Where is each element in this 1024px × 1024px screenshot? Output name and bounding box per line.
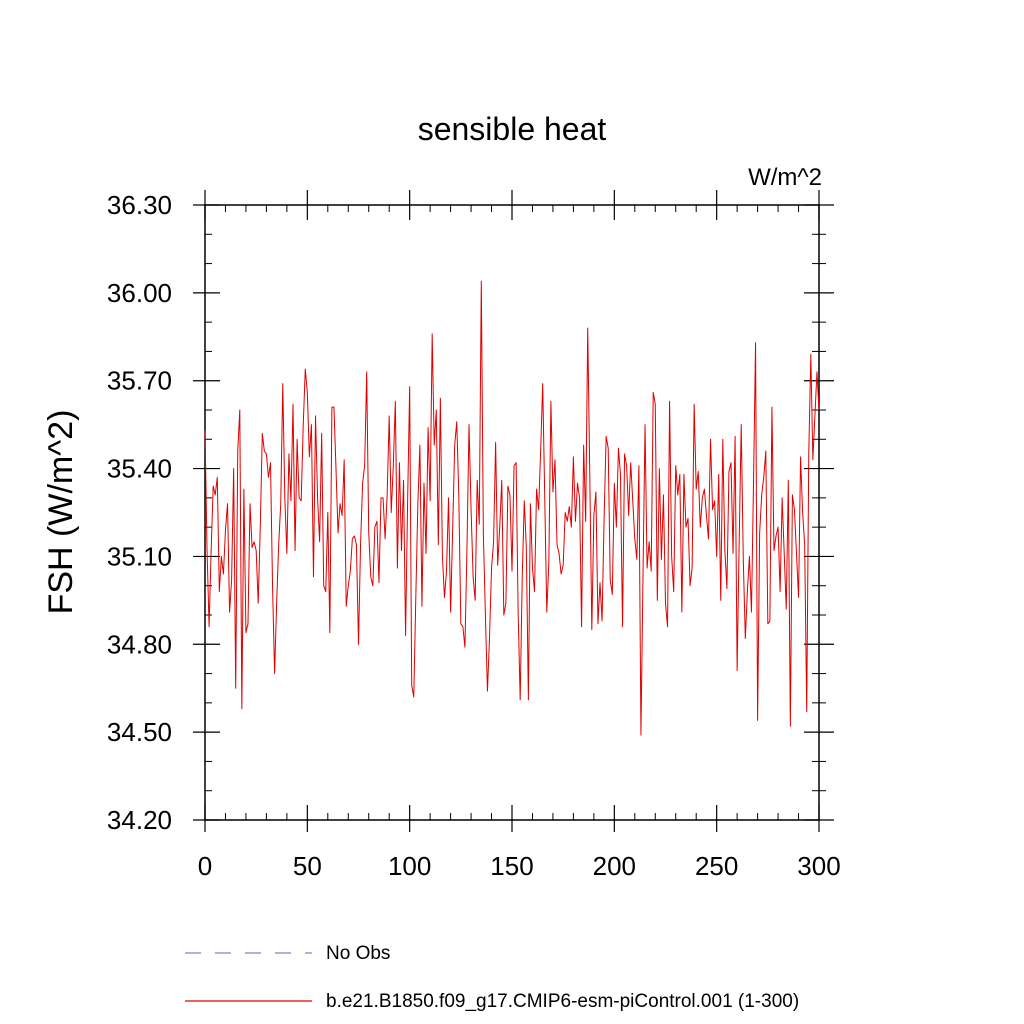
x-tick-label: 300 — [797, 851, 840, 881]
legend-item-obs: No Obs — [185, 943, 390, 964]
legend-item-model: b.e21.B1850.f09_g17.CMIP6-esm-piControl.… — [185, 991, 799, 1012]
y-tick-label: 35.40 — [107, 454, 172, 484]
y-tick-label: 34.50 — [107, 717, 172, 747]
units-label: W/m^2 — [748, 164, 822, 191]
y-tick-label: 36.00 — [107, 278, 172, 308]
y-tick-label: 35.70 — [107, 366, 172, 396]
plot-area — [193, 190, 834, 832]
series-line — [204, 280, 820, 736]
x-tick-label: 0 — [198, 851, 212, 881]
x-tick-label: 100 — [388, 851, 431, 881]
x-tick-label: 50 — [293, 851, 322, 881]
y-tick-label: 35.10 — [107, 541, 172, 571]
y-axis-label: FSH (W/m^2) — [42, 410, 80, 615]
y-tick-label: 34.80 — [107, 629, 172, 659]
x-tick-label: 150 — [490, 851, 533, 881]
legend-label-obs: No Obs — [326, 943, 390, 964]
x-tick-label: 250 — [695, 851, 738, 881]
plot-frame — [204, 204, 820, 821]
y-tick-label: 36.30 — [107, 190, 172, 220]
chart-title: sensible heat — [418, 111, 607, 147]
legend: No Obs b.e21.B1850.f09_g17.CMIP6-esm-piC… — [185, 943, 799, 1012]
legend-label-model: b.e21.B1850.f09_g17.CMIP6-esm-piControl.… — [326, 991, 799, 1012]
y-tick-label: 34.20 — [107, 805, 172, 835]
ticks-layer — [193, 190, 834, 832]
x-tick-label: 200 — [593, 851, 636, 881]
tick-labels: 0 50 100 150 200 250 300 34.20 34.50 34.80 35.10 35… — [107, 190, 841, 881]
